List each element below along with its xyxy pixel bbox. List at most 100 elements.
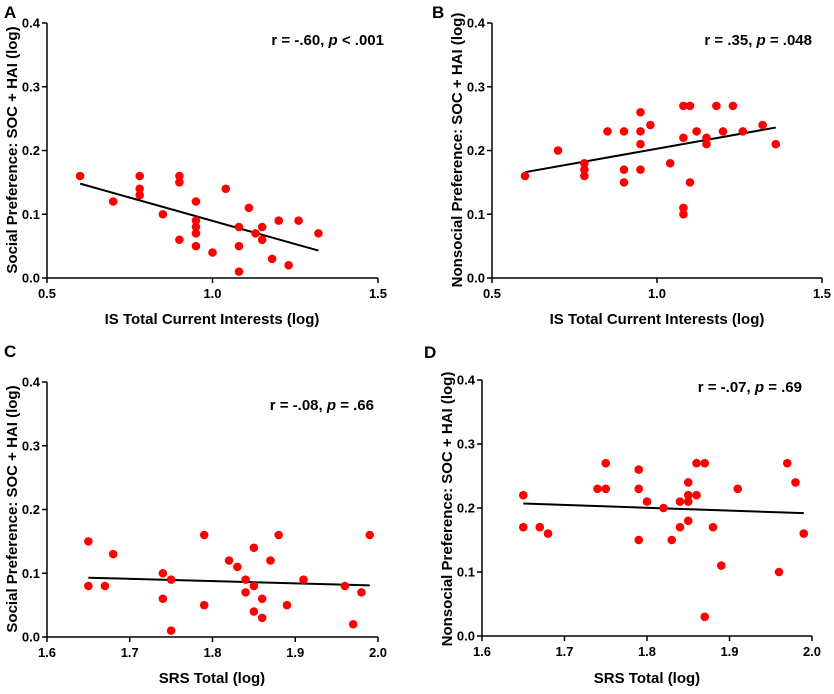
panel-c-data-point <box>84 581 93 591</box>
panel-c-data-point <box>224 556 234 565</box>
panel-b-data-point <box>646 120 655 130</box>
panel-d-data-point <box>683 516 693 526</box>
panel-d-data-point <box>774 567 784 577</box>
panel-d-data-point <box>535 522 545 532</box>
panel-d-data-point <box>634 465 644 474</box>
panel-c-y-tick-label: 0.1 <box>22 566 40 581</box>
panel-d-data-point <box>716 561 726 570</box>
panel-d-data-point <box>518 490 528 500</box>
panel-d-x-tick-label: 2.0 <box>803 644 821 659</box>
panel-c-data-point <box>274 530 284 540</box>
panel-c-data-point <box>365 530 375 540</box>
panel-b-y-tick-label: 0.4 <box>467 16 486 31</box>
panel-d-y-tick-label: 0.0 <box>457 629 475 644</box>
panel-c-y-tick-label: 0.4 <box>22 375 41 390</box>
panel-d-y-tick-label: 0.4 <box>457 373 476 388</box>
panel-d-x-tick-label: 1.6 <box>473 644 491 659</box>
panel-c-data-point <box>199 530 209 540</box>
panel-c-x-axis-title: SRS Total (log) <box>159 670 265 687</box>
panel-c-data-point <box>249 581 259 591</box>
panel-d-data-point <box>692 458 701 468</box>
panel-c-data-point <box>158 594 168 604</box>
panel-a-y-tick-label: 0.0 <box>22 271 40 286</box>
panel-c-data-point <box>233 562 242 572</box>
panel-c-data-point <box>199 600 209 610</box>
panel-a-data-point <box>284 260 293 270</box>
panel-a-data-point <box>257 222 267 232</box>
panel-b-data-point <box>580 165 589 174</box>
panel-a-data-point <box>274 216 284 225</box>
panel-a-data-point <box>175 178 184 187</box>
panel-b-data-point <box>702 133 711 143</box>
panel-d-data-point <box>675 522 685 532</box>
panel-b-x-tick-label: 1.0 <box>648 286 666 301</box>
panel-b-data-point <box>685 101 695 111</box>
panel-b-data-point <box>758 120 767 130</box>
panel-b-data-point <box>619 165 629 174</box>
panel-a-data-point <box>314 229 323 238</box>
panel-a-y-tick-label: 0.1 <box>22 207 40 222</box>
panel-a-data-point <box>191 229 201 238</box>
panel-a-y-axis-title: Social Preference: SOC + HAI (log) <box>4 26 21 273</box>
panel-c: 0.0 0.1 0.2 0.3 0.4 1.6 1.7 1.8 1.9 2.0 Cr = -.08,… <box>4 342 387 687</box>
panel-a-data-point <box>267 254 277 264</box>
panel-a-x-tick-label: 0.5 <box>38 286 56 301</box>
panel-b-data-point <box>553 146 563 155</box>
panel-c-x-tick-label: 1.6 <box>38 645 56 660</box>
panel-a-data-point <box>257 235 267 245</box>
panel-b-data-point <box>580 171 589 181</box>
panel-c-y-axis-title: Social Preference: SOC + HAI (log) <box>4 385 21 632</box>
panel-b-data-point <box>636 139 645 149</box>
panel-c-data-point <box>249 607 259 616</box>
panel-b-y-tick-label: 0.0 <box>467 271 485 286</box>
panel-b-data-point <box>679 133 688 143</box>
panel-d-data-point <box>782 458 792 468</box>
panel-b-data-point <box>728 101 738 111</box>
panel-c-data-point <box>166 575 176 584</box>
panel-b-data-point <box>636 127 645 136</box>
panel-a-y-tick-label: 0.3 <box>22 79 40 94</box>
panel-d-data-point <box>700 612 710 622</box>
panel-c-data-point <box>100 581 110 591</box>
panel-c-data-point <box>158 568 168 578</box>
panel-d-data-point <box>634 484 644 494</box>
panel-d-y-tick-label: 0.1 <box>457 565 475 580</box>
panel-a-y-tick-label: 0.4 <box>22 16 41 31</box>
panel-d-data-point <box>708 522 718 532</box>
panel-d-x-tick-label: 1.7 <box>555 644 573 659</box>
panel-b-data-point <box>679 203 688 213</box>
panel-c-stat-annotation: r = -.08, p = .66 <box>270 397 374 414</box>
panel-d-data-point <box>733 484 743 494</box>
panel-d: 0.0 0.1 0.2 0.3 0.4 1.6 1.7 1.8 1.9 2.0 Dr = -.07,… <box>424 343 821 687</box>
panel-d-data-point <box>659 503 668 513</box>
panel-a-data-point <box>251 229 260 238</box>
panel-b-data-point <box>771 139 781 149</box>
panel-b-data-point <box>679 101 688 111</box>
panel-c-data-point <box>166 626 176 635</box>
panel-a-data-point <box>191 222 201 232</box>
panel-d-data-point <box>799 529 809 538</box>
panel-b-data-point <box>619 127 629 136</box>
panel-d-data-point <box>700 458 710 468</box>
panel-c-data-point <box>108 549 118 559</box>
panel-a-data-point <box>234 241 244 251</box>
panel-c-data-point <box>241 588 250 597</box>
panel-b-data-point <box>603 127 612 136</box>
panel-a-data-point <box>135 184 144 194</box>
panel-d-y-tick-label: 0.2 <box>457 501 475 516</box>
panel-c-data-point <box>257 613 267 623</box>
panel-b-y-tick-label: 0.3 <box>467 79 485 94</box>
panel-c-x-tick-label: 1.9 <box>286 645 304 660</box>
panel-b-x-tick-label: 0.5 <box>483 286 501 301</box>
panel-d-stat-annotation: r = -.07, p = .69 <box>698 379 802 396</box>
panel-a-data-point <box>244 203 254 213</box>
panel-a-letter: A <box>4 3 16 22</box>
panel-a-data-point <box>158 209 168 219</box>
panel-a-data-point <box>234 222 244 232</box>
panel-a-data-point <box>221 184 231 194</box>
panel-c-data-point <box>257 594 267 604</box>
panel-c-regression-line <box>88 576 370 587</box>
panel-a-data-point <box>135 190 144 200</box>
